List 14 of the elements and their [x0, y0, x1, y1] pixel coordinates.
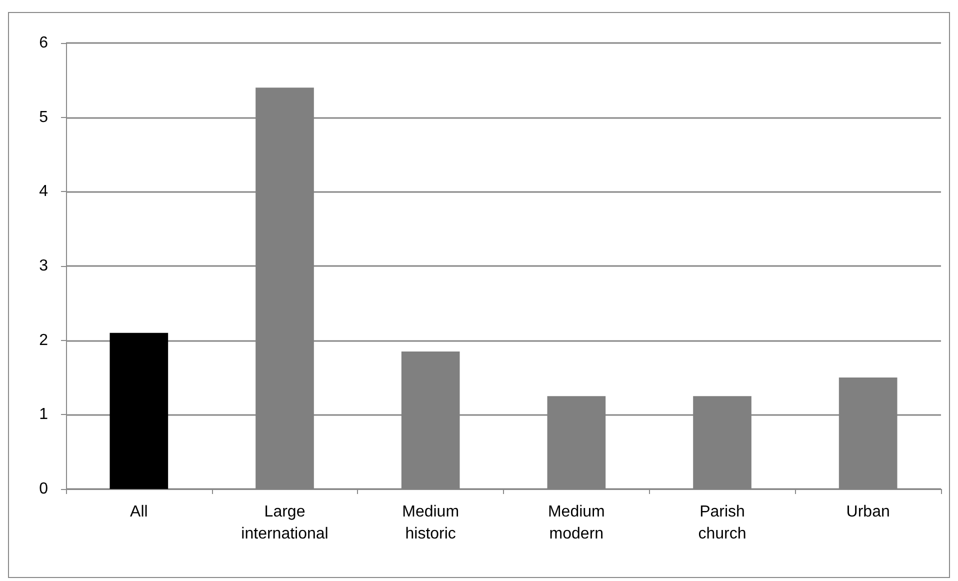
- y-tick-label: 3: [39, 258, 48, 274]
- y-tick-label: 0: [39, 480, 48, 498]
- y-tick-label: 1: [39, 406, 48, 424]
- x-tick-label: Parish church: [698, 504, 746, 542]
- x-tick-label: Medium historic: [402, 504, 460, 542]
- bar: [110, 332, 168, 489]
- x-tick-label: All: [130, 504, 148, 520]
- y-tick-label: 2: [39, 332, 48, 349]
- y-tick-label: 5: [39, 108, 48, 126]
- x-tick-label: Urban: [846, 504, 890, 520]
- x-tick-label: Large international: [241, 504, 328, 542]
- x-tick-label: Medium modern: [548, 504, 605, 542]
- y-tick-label: 6: [39, 34, 48, 52]
- y-tick-label: 4: [39, 183, 48, 200]
